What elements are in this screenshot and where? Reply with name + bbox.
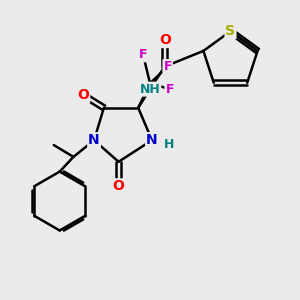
Text: O: O	[113, 179, 124, 193]
Text: NH: NH	[140, 82, 160, 96]
Text: S: S	[226, 24, 236, 38]
Text: F: F	[139, 48, 147, 61]
Text: F: F	[165, 82, 174, 96]
Text: N: N	[146, 133, 158, 147]
Text: O: O	[77, 88, 89, 102]
Text: O: O	[159, 33, 171, 47]
Text: F: F	[164, 60, 172, 73]
Text: H: H	[164, 138, 174, 151]
Text: N: N	[88, 133, 100, 147]
